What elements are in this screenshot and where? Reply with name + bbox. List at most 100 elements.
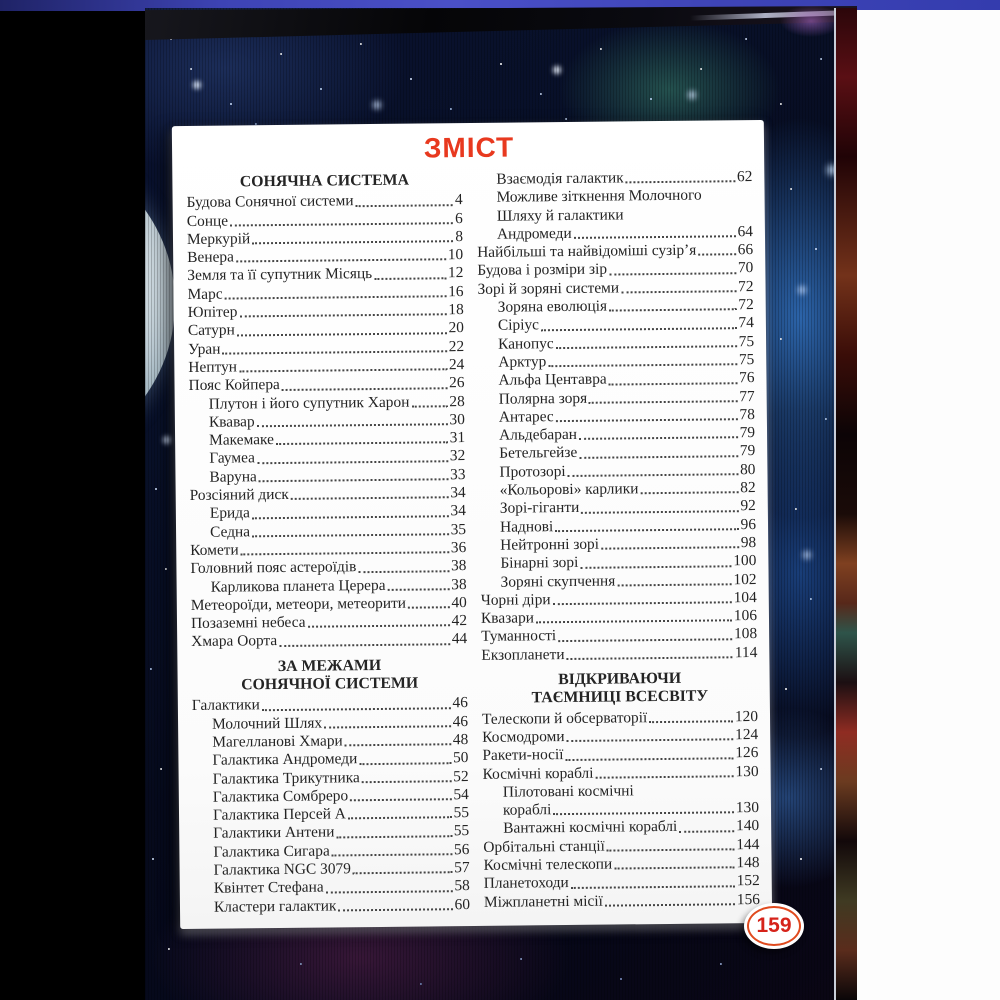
toc-entry-label: Меркурій: [186, 230, 251, 248]
toc-entry-label: Юпітер: [187, 303, 238, 322]
dot-leader: [614, 866, 735, 870]
toc-entry-label: Вантажні космічні кораблі: [503, 818, 678, 838]
dot-leader: [536, 619, 732, 624]
toc-entry-label: Бетельгейзе: [499, 444, 578, 463]
dot-leader: [387, 588, 450, 591]
toc-entry-page: 38: [451, 575, 467, 593]
toc-entry-page: 124: [735, 725, 759, 744]
toc-entry-page: 28: [449, 392, 465, 410]
dot-leader: [541, 326, 737, 331]
toc-entry-page: 57: [454, 859, 470, 877]
section-heading-line: ТАЄМНИЦІ ВСЕСВІТУ: [531, 687, 709, 707]
toc-entry-label: Зоряні скупчення: [500, 572, 616, 591]
toc-entry-label: Орбітальні станції: [483, 837, 605, 856]
toc-entry-label: Галактика Персей А: [212, 805, 346, 824]
toc-entry-page: 50: [452, 749, 469, 767]
toc-entry-label: Сіріус: [497, 316, 540, 335]
dot-leader: [251, 514, 449, 519]
toc-entry-page: 8: [455, 227, 464, 246]
toc-entry-label: Галактики: [191, 696, 260, 715]
toc-entry-page: 52: [453, 767, 469, 785]
dot-leader: [279, 642, 450, 647]
toc-entry-label: Ракети-носії: [482, 746, 564, 765]
section-heading: СОНЯЧНА СИСТЕМА: [186, 171, 462, 192]
toc-entry-page: 64: [737, 222, 754, 241]
toc-entry-label: Магелланові Хмари: [212, 732, 343, 751]
dot-leader: [609, 272, 737, 276]
white-backdrop: [855, 10, 1000, 1000]
toc-entry-page: 46: [452, 712, 469, 730]
toc-entry-page: 33: [449, 465, 466, 483]
toc-entry-page: 22: [448, 337, 465, 355]
book-corner-glint: [780, 5, 842, 37]
toc-entry-page: 144: [736, 835, 760, 853]
toc-entry-page: 24: [448, 356, 465, 374]
dot-leader: [361, 780, 452, 783]
toc-entry-label: Комети: [190, 541, 239, 559]
toc-entry-page: 46: [452, 694, 468, 712]
toc-entry-label: Сонце: [186, 212, 229, 230]
dot-leader: [558, 638, 733, 642]
dot-leader: [344, 743, 451, 747]
dot-leader: [579, 436, 738, 441]
toc-entry-page: 79: [739, 442, 756, 460]
dot-leader: [324, 725, 451, 729]
dot-leader: [581, 509, 739, 514]
toc-entry-label: Туманності: [481, 627, 557, 646]
toc-entry-label: Галактики Антени: [213, 823, 335, 843]
dot-leader: [355, 203, 453, 207]
dot-leader: [350, 798, 452, 802]
toc-entry-label: Канопус: [498, 334, 554, 353]
toc-entry-label: Венера: [187, 248, 234, 267]
toc-entry-page: 36: [450, 538, 467, 557]
dot-leader: [579, 454, 738, 459]
toc-entry-page: 10: [447, 246, 464, 264]
page-number-badge: 159: [744, 903, 804, 949]
toc-entry-page: 79: [739, 424, 756, 442]
toc-entry-label: Космічні телескопи: [483, 855, 613, 874]
toc-entry-label: Взаємодія галактик: [496, 169, 624, 188]
toc-entry-page: 38: [450, 557, 467, 575]
toc-entry-page: 76: [739, 369, 755, 387]
toc-entry-label: Молочний Шлях: [211, 714, 323, 733]
toc-entry-page: 130: [735, 799, 760, 817]
toc-entry-label: Екзопланети: [481, 645, 565, 664]
dot-leader: [411, 405, 448, 408]
dot-leader: [252, 533, 449, 538]
dot-leader: [252, 240, 454, 245]
toc-entry-label: Альфа Центавра: [498, 370, 607, 389]
photo-top-band: [0, 0, 1000, 11]
toc-entry-page: 126: [735, 744, 759, 762]
toc-entry-label: Розсіяний диск: [189, 485, 289, 505]
toc-entry-page: 40: [451, 593, 467, 612]
toc-entry-page: 18: [448, 301, 464, 319]
toc-entry-label: Квазари: [480, 609, 535, 628]
dot-leader: [548, 363, 737, 368]
toc-entry-page: 106: [733, 607, 758, 625]
toc-entry-label: Галактика Андромеди: [212, 750, 358, 769]
toc-entry-label: Нейтронні зорі: [500, 535, 600, 554]
toc-entry-page: 98: [740, 533, 757, 552]
dot-leader: [290, 496, 449, 501]
dot-leader: [679, 829, 735, 833]
toc-entry: Екзопланети 114: [481, 644, 757, 665]
toc-entry-page: 34: [450, 502, 466, 520]
toc-entry: Кластери галактик 60: [194, 896, 470, 917]
page-title: ЗМІСТ: [423, 131, 515, 164]
section-heading: ЗА МЕЖАМИ СОНЯЧНОЇ СИСТЕМИ: [191, 656, 467, 695]
toc-entry-label: Хмара Оорта: [191, 632, 278, 651]
toc-entry-label: Нептун: [188, 358, 238, 376]
page-number: 159: [756, 914, 792, 937]
toc-entry-label: Зорі-гіганти: [499, 499, 580, 518]
dot-leader: [256, 459, 448, 464]
dot-leader: [374, 277, 447, 280]
toc-entry-page: 104: [733, 588, 757, 607]
dot-leader: [239, 313, 447, 318]
toc-entry-page: 148: [736, 853, 760, 872]
dot-leader: [230, 222, 454, 227]
toc-entry-label: Міжпланетні місії: [483, 892, 603, 911]
dot-leader: [604, 903, 735, 907]
toc-entry-label: Плутон і його супутник Харон: [208, 393, 410, 413]
toc-entry-page: 55: [453, 804, 470, 822]
dot-leader: [408, 606, 450, 609]
